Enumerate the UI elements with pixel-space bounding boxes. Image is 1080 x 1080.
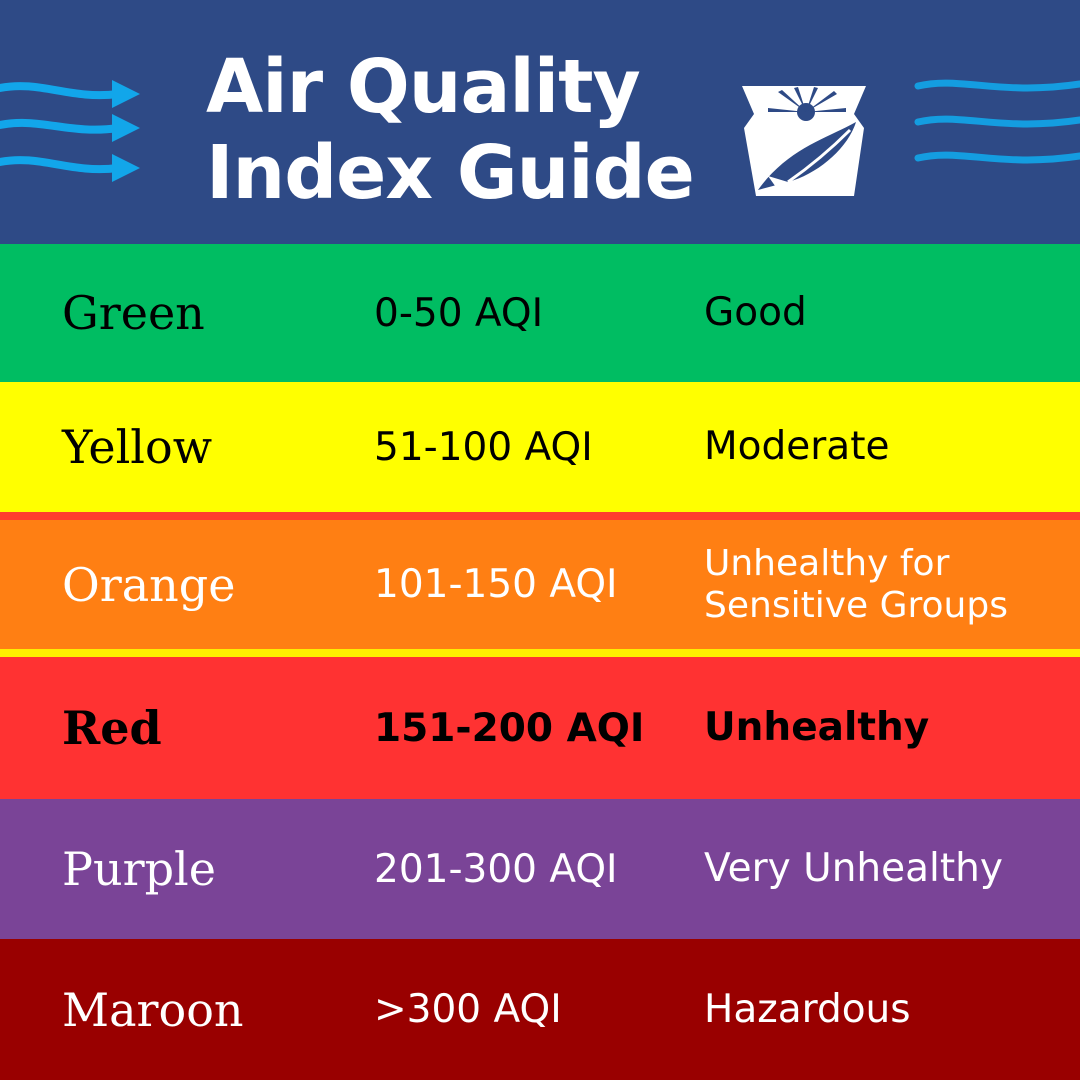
aqi-row-green: Green 0-50 AQI Good [0,244,1080,382]
row-color-name: Purple [62,842,216,896]
aqi-row-orange: Orange 101-150 AQI Unhealthy for Sensiti… [0,520,1080,657]
row-level: Unhealthy [704,705,930,750]
row-level: Moderate [704,424,890,469]
row-color-name: Green [62,286,205,340]
row-aqi-range: 151-200 AQI [374,705,645,751]
row-aqi-range: 0-50 AQI [374,290,544,336]
row-level: Hazardous [704,986,911,1032]
wind-arrows-icon [0,80,140,182]
row-color-name: Orange [62,557,236,612]
title-line-1: Air Quality [206,44,641,130]
row-level-line-1: Unhealthy for [704,542,950,584]
row-level: Unhealthy for Sensitive Groups [704,520,1064,649]
row-level: Good [704,290,807,335]
row-color-name: Maroon [62,982,244,1037]
row-color-name: Red [62,701,162,755]
row-level-line-2: Sensitive Groups [704,584,1008,626]
row-aqi-range: >300 AQI [374,987,562,1032]
header-banner: Air Quality Index Guide [0,0,1080,244]
title-line-2: Index Guide [206,130,695,216]
row-color-name: Yellow [62,420,213,474]
aqi-row-yellow: Yellow 51-100 AQI Moderate [0,382,1080,520]
aqi-row-maroon: Maroon >300 AQI Hazardous [0,939,1080,1080]
row-aqi-range: 201-300 AQI [374,846,618,892]
page-title: Air Quality Index Guide [206,44,695,216]
aqi-table: Green 0-50 AQI Good Yellow 51-100 AQI Mo… [0,244,1080,1080]
row-aqi-range: 51-100 AQI [374,424,593,470]
aqi-row-red: Red 151-200 AQI Unhealthy [0,657,1080,799]
row-level: Very Unhealthy [704,846,1003,891]
aqi-row-purple: Purple 201-300 AQI Very Unhealthy [0,799,1080,939]
wind-waves-icon [914,79,1080,164]
row-aqi-range: 101-150 AQI [374,562,618,607]
keystone-logo-icon [742,86,866,196]
